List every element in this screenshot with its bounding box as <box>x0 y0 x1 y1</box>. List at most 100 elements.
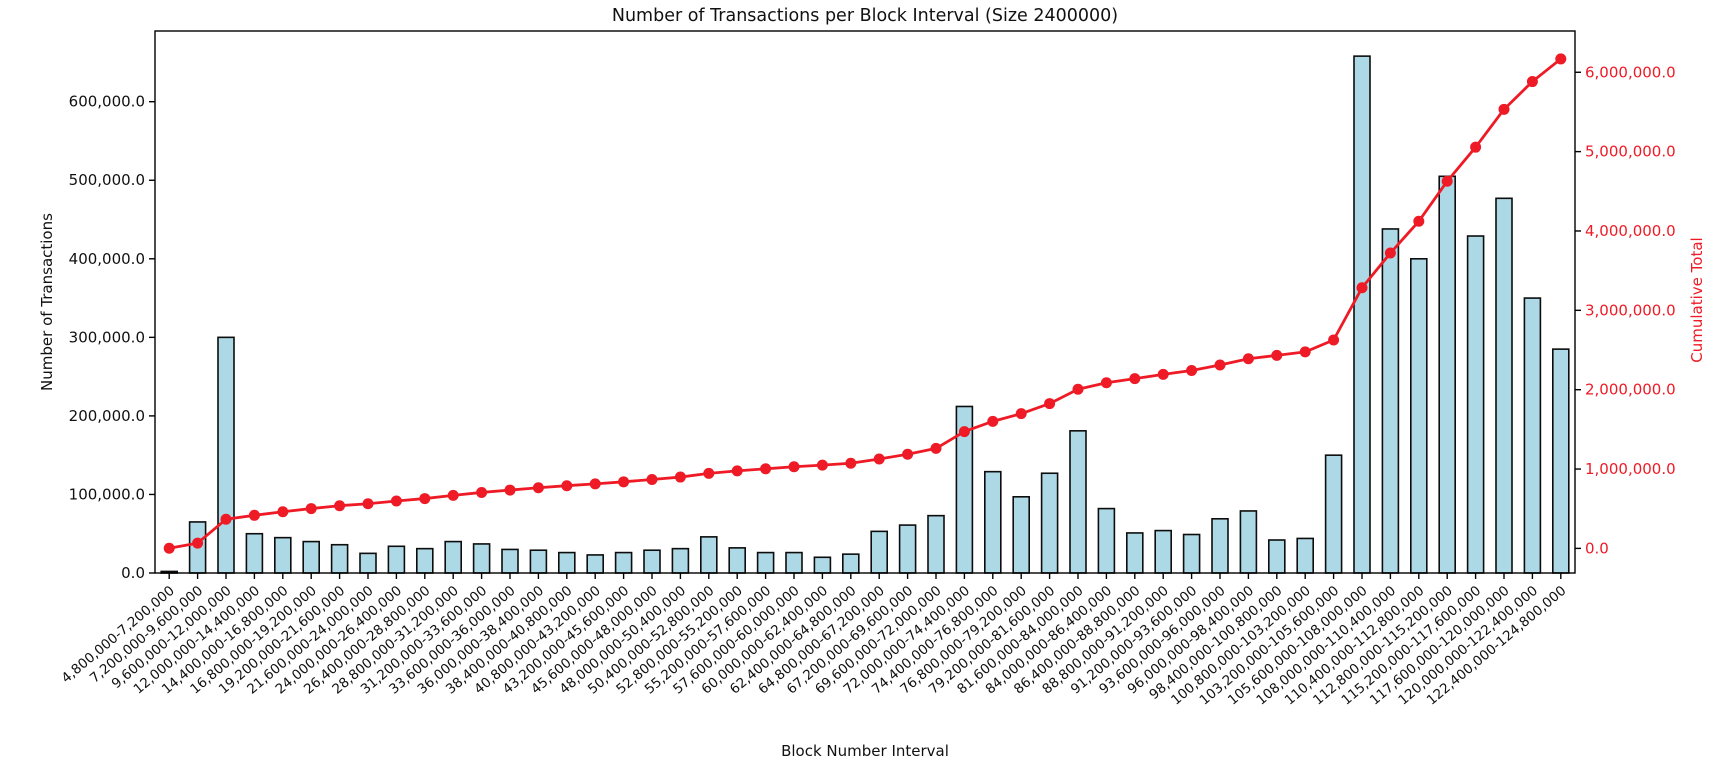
axes-frame <box>154 30 1576 574</box>
x-axis-label: Block Number Interval <box>781 742 949 760</box>
bar <box>1381 228 1400 574</box>
cumulative-marker <box>305 503 317 515</box>
y-left-tick-label: 200,000.0 <box>69 407 145 425</box>
y-right-tick-label: 5,000,000.0 <box>1585 143 1676 161</box>
bar <box>983 470 1002 574</box>
bar <box>1296 537 1314 574</box>
bar <box>472 543 491 574</box>
cumulative-marker <box>532 482 544 494</box>
cumulative-marker <box>476 486 488 498</box>
y-right-tick-label: 4,000,000.0 <box>1585 222 1676 240</box>
bar <box>1552 348 1570 574</box>
cumulative-marker <box>1100 377 1112 389</box>
cumulative-marker <box>1299 346 1311 358</box>
bar <box>1154 529 1172 574</box>
y-left-tick-label: 500,000.0 <box>69 171 145 189</box>
bar <box>217 336 235 574</box>
bar <box>529 549 548 574</box>
cumulative-marker <box>731 465 743 477</box>
cumulative-marker <box>1186 364 1198 376</box>
cumulative-marker <box>362 498 374 510</box>
cumulative-marker <box>760 463 772 475</box>
bar <box>273 536 292 574</box>
cumulative-marker <box>1072 383 1084 395</box>
bar <box>245 532 264 574</box>
cumulative-marker <box>1242 353 1254 365</box>
bar <box>1211 517 1229 574</box>
bar <box>870 530 889 574</box>
cumulative-marker <box>1214 359 1226 371</box>
cumulative-marker <box>447 489 459 501</box>
bar <box>1410 257 1428 574</box>
y-right-tick-label: 1,000,000.0 <box>1585 460 1676 478</box>
cumulative-marker <box>958 426 970 438</box>
bar <box>813 556 832 574</box>
bar <box>1012 496 1031 574</box>
bar <box>444 540 463 574</box>
y-left-tick-label: 300,000.0 <box>69 328 145 346</box>
cumulative-marker <box>1157 368 1169 380</box>
cumulative-marker <box>788 461 800 473</box>
cumulative-marker <box>816 459 828 471</box>
cumulative-marker <box>589 478 601 490</box>
bar <box>1495 197 1513 574</box>
bar <box>1523 297 1542 574</box>
bar <box>1182 533 1201 574</box>
bar <box>1097 507 1116 574</box>
bar <box>614 551 633 574</box>
cumulative-marker <box>930 442 942 454</box>
cumulative-marker <box>1356 282 1368 294</box>
bar <box>302 540 321 574</box>
cumulative-marker <box>1015 408 1027 420</box>
bar <box>557 551 576 574</box>
cumulative-marker <box>561 480 573 492</box>
bar <box>1324 454 1343 574</box>
bar <box>1353 55 1371 574</box>
cumulative-marker <box>1413 215 1425 227</box>
y-left-tick-label: 400,000.0 <box>69 250 145 268</box>
bar <box>898 524 917 574</box>
cumulative-marker <box>1498 103 1510 115</box>
y-left-tick-label: 100,000.0 <box>69 485 145 503</box>
bar <box>1239 510 1258 574</box>
bar <box>359 552 377 574</box>
y-left-tick-label: 0.0 <box>121 564 145 582</box>
y-right-tick-label: 0.0 <box>1585 539 1609 557</box>
cumulative-marker <box>1129 373 1141 385</box>
y-right-tick-label: 2,000,000.0 <box>1585 381 1676 399</box>
cumulative-marker <box>192 537 204 549</box>
cumulative-marker <box>1526 76 1538 88</box>
bar <box>387 545 406 574</box>
bar <box>785 551 803 574</box>
bar <box>1438 175 1456 574</box>
cumulative-marker <box>902 448 914 460</box>
bar <box>415 547 434 574</box>
cumulative-marker <box>334 500 346 512</box>
cumulative-marker <box>987 415 999 427</box>
cumulative-marker <box>1470 141 1482 153</box>
cumulative-marker <box>1441 175 1453 187</box>
y-right-tick-label: 3,000,000.0 <box>1585 301 1676 319</box>
cumulative-marker <box>419 493 431 505</box>
cumulative-marker <box>163 542 175 554</box>
chart-title: Number of Transactions per Block Interva… <box>611 6 1119 26</box>
cumulative-marker <box>845 457 857 469</box>
cumulative-marker <box>504 484 516 496</box>
cumulative-marker <box>390 495 402 507</box>
bar <box>586 554 605 574</box>
y-right-tick-label: 6,000,000.0 <box>1585 63 1676 81</box>
cumulative-line <box>168 57 1562 550</box>
bar <box>699 536 718 574</box>
bar <box>1466 235 1485 574</box>
cumulative-marker <box>618 476 630 488</box>
y-axis-label-left: Number of Transactions <box>38 213 56 391</box>
cumulative-marker <box>1555 53 1567 65</box>
y-axis-label-right: Cumulative Total <box>1688 237 1706 363</box>
cumulative-marker <box>703 467 715 479</box>
cumulative-marker <box>1044 398 1056 410</box>
cumulative-marker <box>646 474 658 486</box>
bar <box>1069 430 1087 574</box>
bar <box>330 543 349 574</box>
cumulative-marker <box>277 506 289 518</box>
